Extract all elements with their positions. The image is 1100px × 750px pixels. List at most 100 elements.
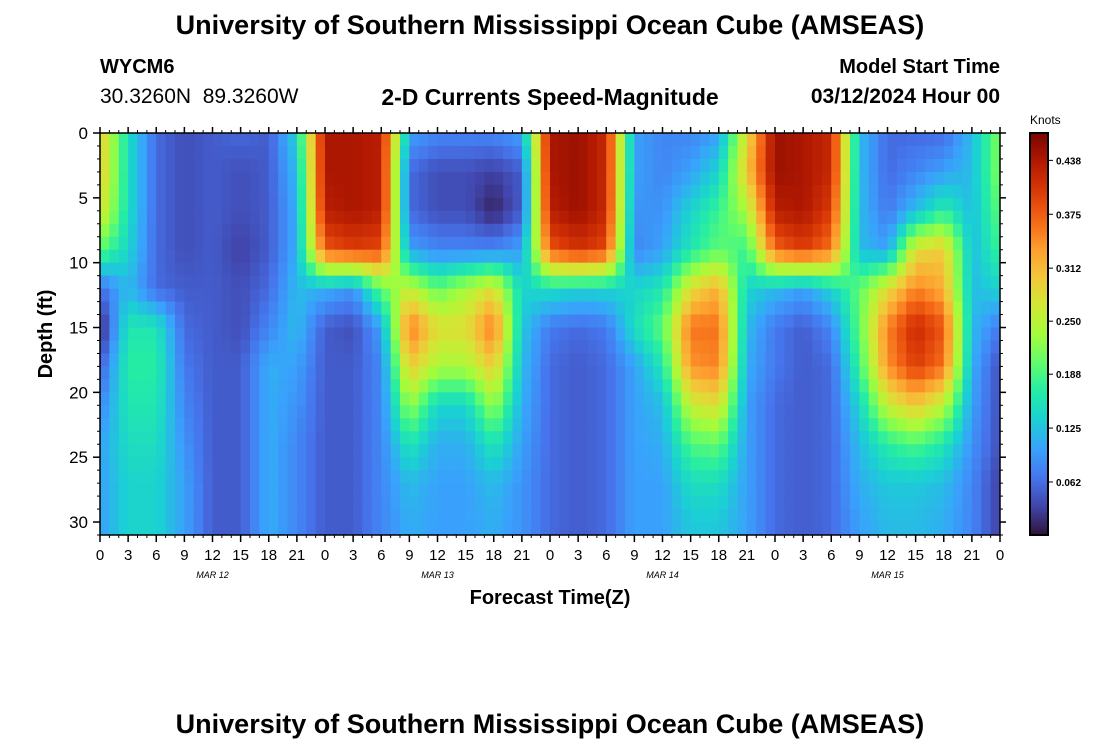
heatmap-cell (231, 418, 242, 432)
heatmap-cell (231, 353, 242, 368)
heatmap-cell (381, 444, 392, 458)
heatmap-cell (943, 236, 954, 251)
heatmap-cell (175, 496, 185, 510)
heatmap-cell (493, 133, 504, 147)
heatmap-cell (925, 184, 935, 199)
heatmap-cell (371, 496, 382, 510)
heatmap-cell (334, 184, 345, 199)
heatmap-cell (606, 184, 617, 199)
heatmap-cell (521, 236, 532, 251)
heatmap-cell (971, 392, 982, 406)
heatmap-cell (840, 197, 851, 212)
heatmap-cell (878, 444, 889, 458)
heatmap-cell (700, 288, 710, 303)
heatmap-cell (943, 249, 954, 264)
heatmap-cell (362, 457, 373, 471)
day-label: MAR 13 (421, 570, 454, 580)
heatmap-cell (962, 275, 973, 290)
heatmap-cell (437, 522, 448, 535)
heatmap-cell (934, 314, 945, 329)
heatmap-cell (484, 133, 495, 147)
heatmap-cell (456, 158, 467, 173)
heatmap-cell (765, 145, 776, 160)
heatmap-cell (925, 158, 935, 173)
heatmap-cell (306, 418, 317, 432)
heatmap-cell (381, 158, 392, 173)
heatmap-cell (821, 314, 832, 329)
heatmap-cell (934, 340, 945, 355)
heatmap-cell (175, 327, 185, 342)
heatmap-cell (118, 197, 129, 212)
heatmap-cell (109, 392, 120, 406)
heatmap-cell (775, 431, 785, 445)
heatmap-cell (521, 301, 532, 316)
heatmap-cell (775, 223, 785, 238)
heatmap-cell (137, 483, 148, 497)
heatmap-cell (100, 133, 110, 147)
heatmap-cell (268, 184, 279, 199)
heatmap-cell (671, 197, 682, 212)
heatmap-cell (868, 392, 879, 406)
heatmap-cell (821, 210, 832, 225)
heatmap-cell (878, 249, 889, 264)
heatmap-cell (737, 145, 748, 160)
heatmap-cell (278, 249, 289, 264)
heatmap-cell (325, 158, 335, 173)
heatmap-cell (756, 171, 767, 186)
heatmap-cell (971, 158, 982, 173)
heatmap-cell (756, 483, 767, 497)
heatmap-cell (550, 158, 560, 173)
heatmap-cell (268, 223, 279, 238)
heatmap-cell (156, 133, 167, 147)
heatmap-cell (325, 340, 335, 355)
y-tick-label: 30 (69, 513, 88, 532)
heatmap-cell (728, 418, 739, 432)
heatmap-cell (446, 223, 457, 238)
heatmap-cell (128, 392, 139, 406)
heatmap-cell (175, 366, 185, 380)
heatmap-cell (156, 210, 167, 225)
heatmap-cell (634, 236, 645, 251)
heatmap-cell (390, 197, 401, 212)
heatmap-cell (990, 522, 1000, 535)
heatmap-cell (156, 288, 167, 303)
heatmap-cell (118, 158, 129, 173)
heatmap-cell (737, 249, 748, 264)
heatmap-cell (746, 483, 757, 497)
heatmap-cell (625, 327, 635, 342)
heatmap-cell (203, 522, 214, 535)
heatmap-cell (737, 236, 748, 251)
heatmap-cell (465, 431, 476, 445)
heatmap-cell (165, 314, 176, 329)
heatmap-cell (840, 509, 851, 523)
heatmap-cell (540, 314, 551, 329)
heatmap-cell (643, 340, 654, 355)
heatmap-cell (775, 301, 785, 316)
heatmap-cell (193, 236, 204, 251)
heatmap-cell (400, 418, 410, 432)
heatmap-cell (728, 275, 739, 290)
heatmap-cell (990, 158, 1000, 173)
heatmap-cell (606, 275, 617, 290)
heatmap-cell (896, 392, 907, 406)
heatmap-cell (868, 210, 879, 225)
heatmap-cell (803, 340, 814, 355)
heatmap-cell (850, 418, 860, 432)
heatmap-cell (578, 366, 589, 380)
heatmap-cell (128, 418, 139, 432)
heatmap-cell (793, 145, 804, 160)
heatmap-cell (700, 340, 710, 355)
heatmap-cell (109, 210, 120, 225)
heatmap-cell (118, 509, 129, 523)
heatmap-cell (868, 444, 879, 458)
heatmap-cell (315, 470, 326, 484)
heatmap-cell (484, 210, 495, 225)
heatmap-cell (353, 249, 364, 264)
heatmap-cell (709, 483, 720, 497)
heatmap-cell (109, 379, 120, 393)
heatmap-cell (128, 379, 139, 393)
heatmap-cell (990, 184, 1000, 199)
model-start-value: 03/12/2024 Hour 00 (810, 85, 1000, 108)
heatmap-cell (700, 145, 710, 160)
heatmap-cell (296, 210, 307, 225)
